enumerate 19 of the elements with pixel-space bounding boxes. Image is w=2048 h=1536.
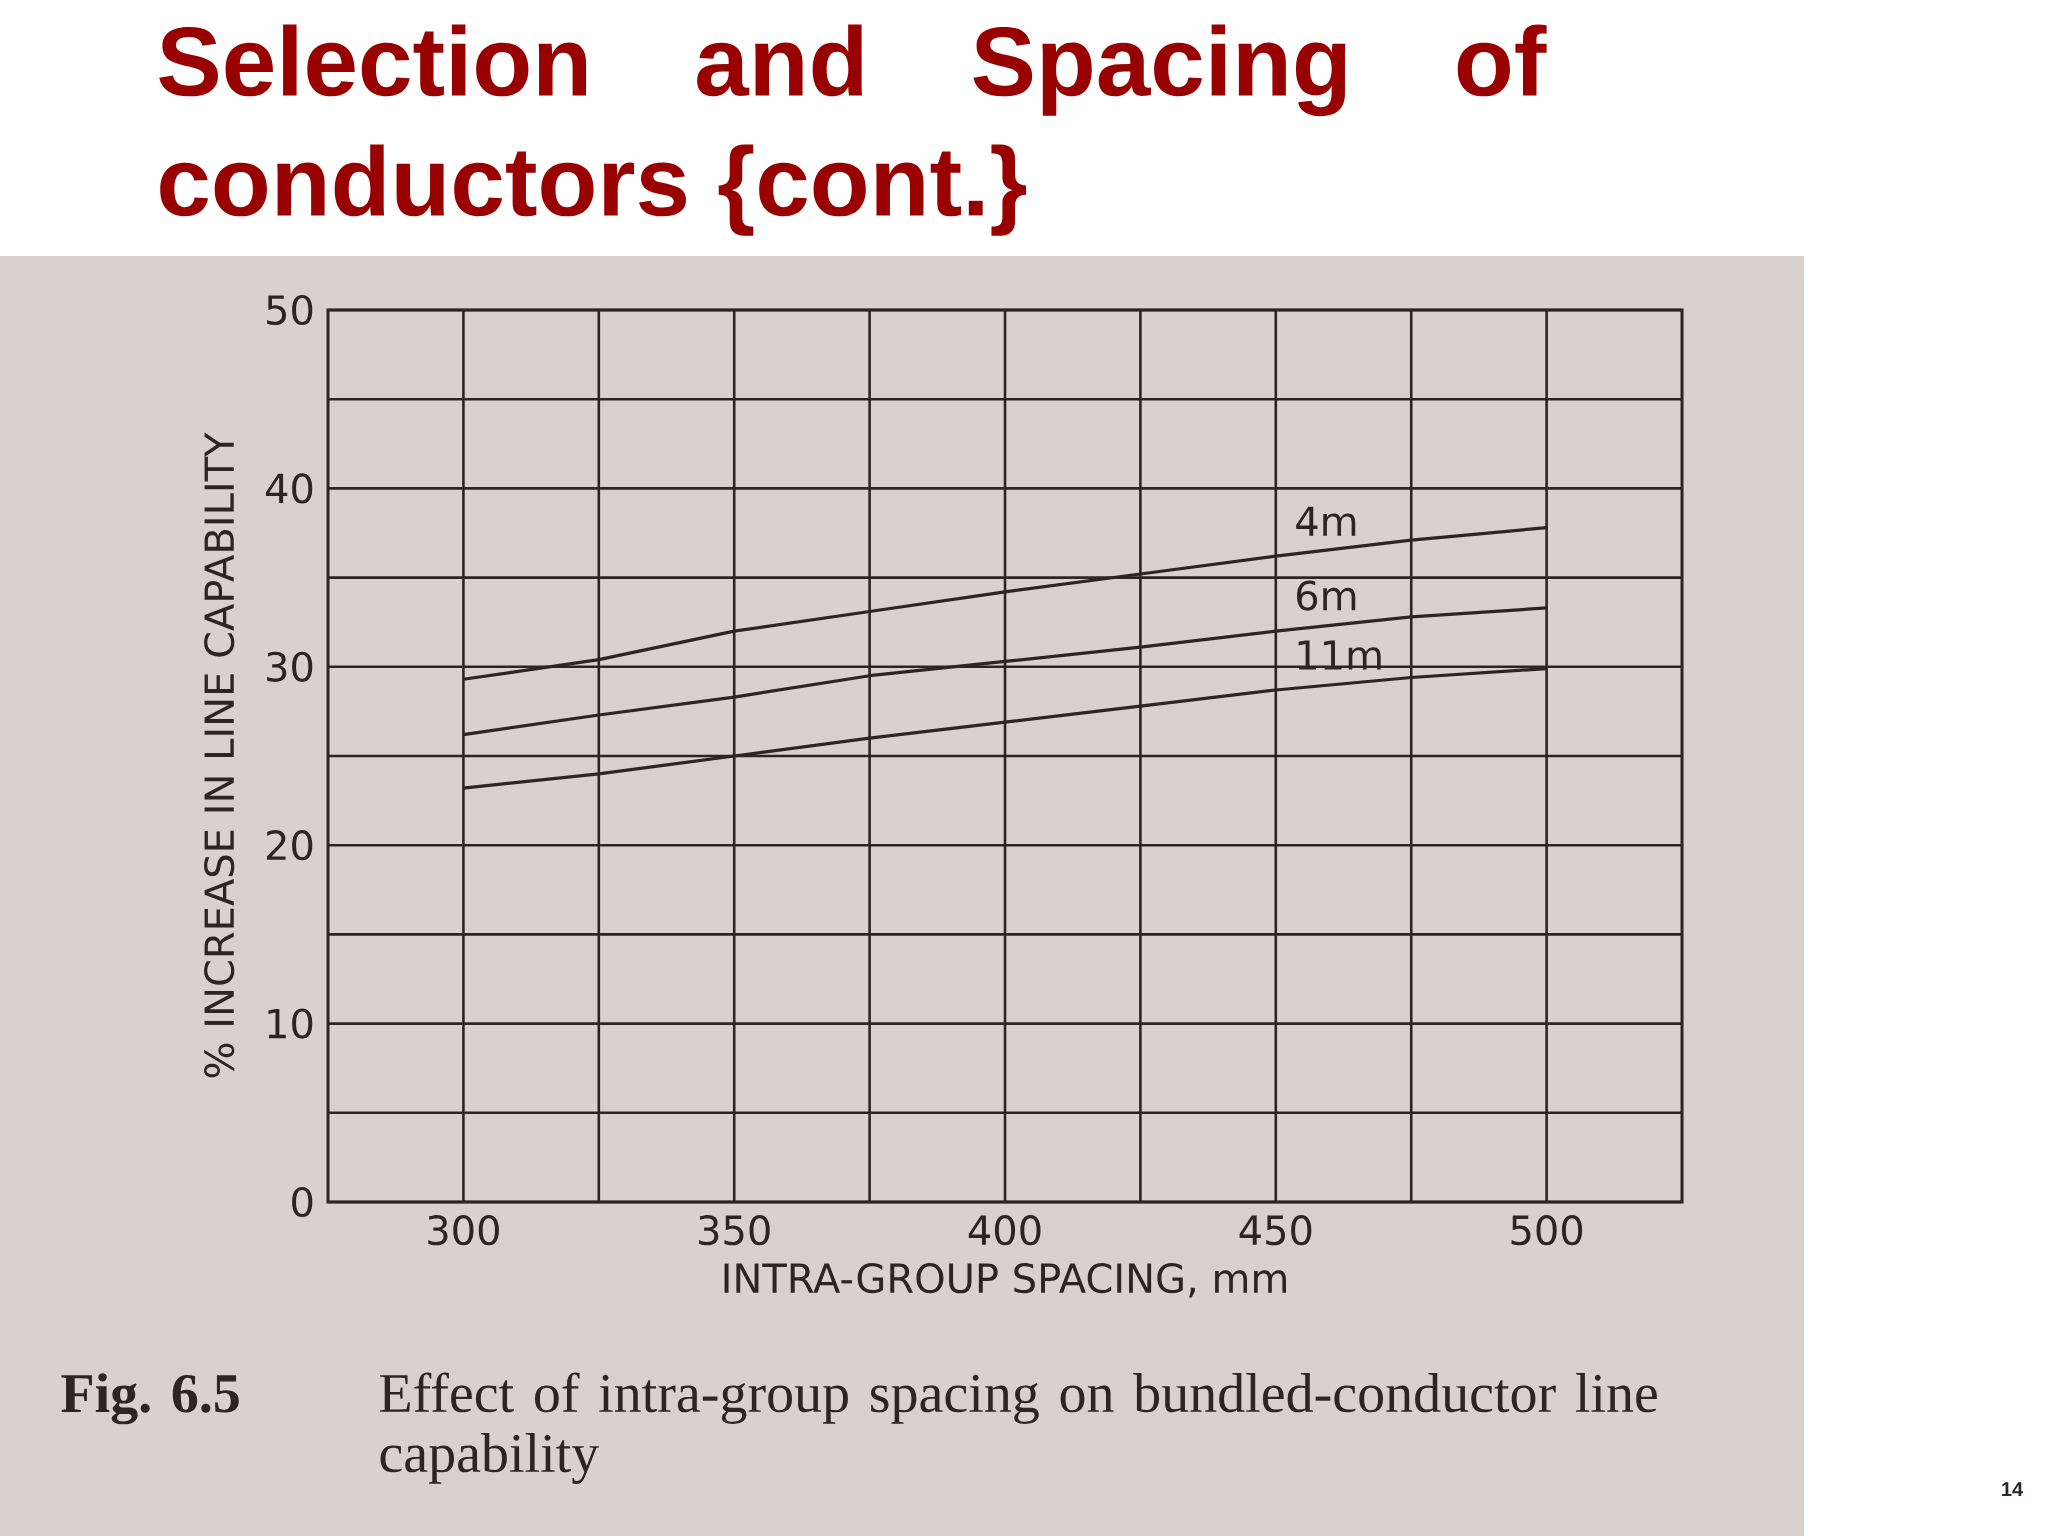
x-tick-label: 450 <box>1239 1215 1312 1246</box>
y-tick-label: 50 <box>267 294 313 326</box>
x-axis-title: INTRA-GROUP SPACING, mm <box>724 1263 1286 1298</box>
x-tick-label: 500 <box>1511 1215 1583 1246</box>
y-tick-label: 40 <box>265 473 313 504</box>
series-label: 6m <box>1297 580 1356 611</box>
y-tick-label: 20 <box>266 830 313 861</box>
chart-title: Selection and Spacing of conductors {cont.} <box>159 24 1547 236</box>
text: 14 <box>2002 1482 2024 1496</box>
y-tick-label: 10 <box>268 1008 313 1039</box>
x-tick-label: 400 <box>968 1215 1041 1246</box>
x-tick-label: 350 <box>699 1215 770 1246</box>
caption: Fig. 6.5 <box>61 1373 239 1425</box>
y-axis-title: % INCREASE IN LINE CAPABILITY <box>204 432 235 1078</box>
text: Effect of intra-group spacing on bundled-conductor line capability <box>380 1372 1657 1484</box>
y-tick-label: 30 <box>267 651 313 682</box>
x-tick-label: 300 <box>428 1215 499 1246</box>
series-label: 4m <box>1296 506 1356 536</box>
y-tick-label: 0 <box>292 1186 313 1218</box>
